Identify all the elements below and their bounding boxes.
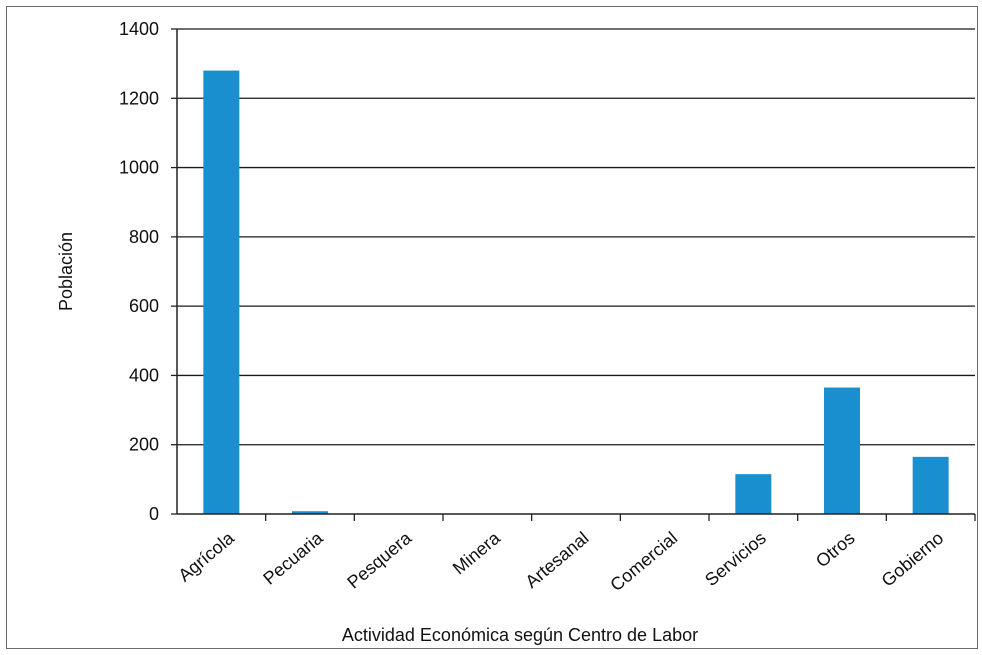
chart-frame: [6, 6, 978, 649]
grid-lines: [177, 28, 975, 446]
y-tick-label: 0: [149, 504, 159, 524]
bar-agrícola: [203, 70, 240, 515]
y-tick-label: 1000: [119, 158, 159, 178]
x-tick-label: Pecuaria: [259, 527, 327, 589]
bar-servicios: [735, 474, 772, 514]
x-tick-label: Comercial: [606, 528, 681, 595]
x-tick-label: Minera: [449, 527, 505, 578]
x-tick-label: Pesquera: [343, 527, 416, 592]
y-tick-label: 1400: [119, 19, 159, 39]
bars: [203, 70, 949, 515]
bar-pecuaria: [292, 511, 328, 514]
bar-otros: [824, 387, 860, 514]
bar-gobierno: [912, 456, 949, 514]
y-axis-title: Población: [56, 232, 76, 311]
x-tick-label: Otros: [812, 528, 859, 572]
x-axis-ticks: Agrícola Pecuaria Pesquera Minera Artesanal C…: [174, 514, 976, 595]
y-axis-ticks: 0 200 400 600 800 1000 1200 1400: [119, 19, 177, 524]
y-tick-label: 400: [129, 365, 159, 385]
x-tick-label: Servicios: [701, 528, 770, 590]
x-tick-label: Gobierno: [878, 528, 948, 591]
y-tick-label: 800: [129, 227, 159, 247]
x-tick-label: Artesanal: [521, 528, 592, 592]
y-tick-label: 1200: [119, 88, 159, 108]
x-axis-title: Actividad Económica según Centro de Labo…: [342, 625, 698, 645]
y-tick-label: 200: [129, 435, 159, 455]
x-tick-label: Agrícola: [174, 527, 238, 585]
y-tick-label: 600: [129, 296, 159, 316]
